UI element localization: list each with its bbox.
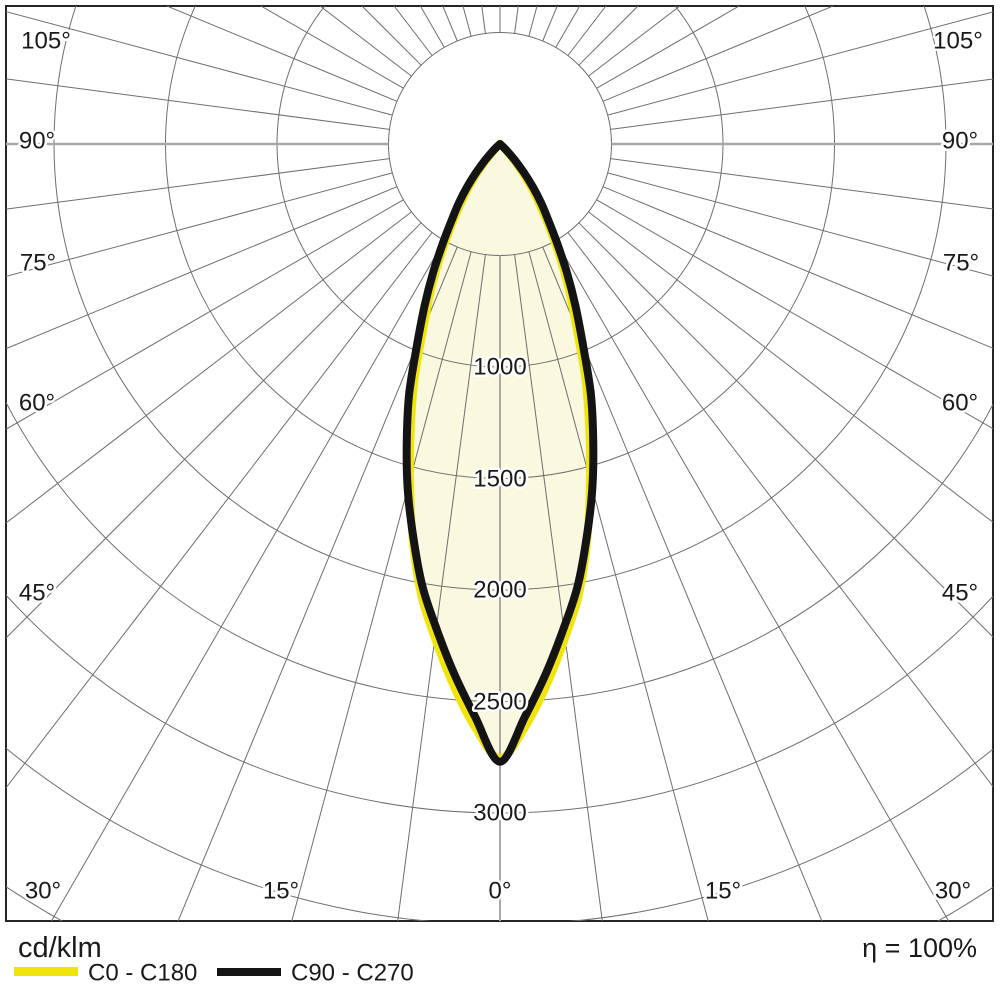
ring-value-labels: 1000 1500 2000 2500 3000 <box>471 351 529 829</box>
angle-label-right-75: 75° <box>943 250 979 277</box>
angle-label-left-90: 90° <box>19 128 55 155</box>
intensity-curves <box>402 139 598 766</box>
ring-label-2500: 2500 <box>473 689 526 716</box>
angle-label-left-45: 45° <box>19 580 55 607</box>
legend-swatch-c90-c270 <box>217 968 281 976</box>
ring-label-2000: 2000 <box>473 577 526 604</box>
legend-label-c90-c270: C90 - C270 <box>291 960 414 987</box>
angle-label-left-15: 15° <box>263 878 299 905</box>
angle-label-right-60: 60° <box>942 390 978 417</box>
angle-label-right-30: 30° <box>935 878 971 905</box>
ring-label-3000: 3000 <box>473 800 526 827</box>
legend: C0 - C180 C90 - C270 <box>14 960 414 987</box>
ring-label-1000: 1000 <box>473 354 526 381</box>
angle-label-left-75: 75° <box>20 250 56 277</box>
polar-axes <box>6 142 993 921</box>
efficiency-label: η = 100% <box>862 933 977 963</box>
angle-label-right-90: 90° <box>942 128 978 155</box>
angle-label-left-105: 105° <box>21 28 71 55</box>
angle-label-left-60: 60° <box>19 390 55 417</box>
legend-label-c0-c180: C0 - C180 <box>88 960 197 987</box>
angle-label-left-30: 30° <box>25 878 61 905</box>
angle-label-right-15: 15° <box>705 878 741 905</box>
angle-labels: 105° 90° 75° 60° 45° 30° 15° 0° 15° 30° … <box>16 25 985 907</box>
legend-swatch-c0-c180 <box>14 967 78 976</box>
units-label: cd/klm <box>18 932 102 964</box>
angle-label-right-105: 105° <box>933 28 983 55</box>
angle-label-right-45: 45° <box>942 580 978 607</box>
ring-label-1500: 1500 <box>473 466 526 493</box>
angle-label-0: 0° <box>489 878 512 905</box>
